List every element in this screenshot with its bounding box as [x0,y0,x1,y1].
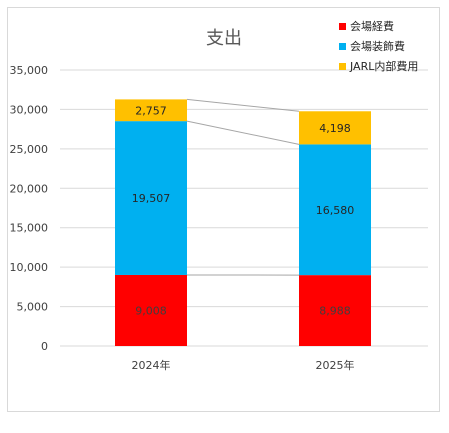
y-tick-label: 30,000 [10,103,49,116]
series-line [186,120,300,145]
data-labels: 9,008 19,507 2,757 8,988 16,580 4,198 [132,104,355,317]
bar-segment [115,274,187,346]
legend-swatch [339,23,346,30]
data-label: 2,757 [135,104,167,117]
y-tick-label: 0 [41,340,48,353]
data-label: 8,988 [319,305,351,318]
legend-label: JARL内部費用 [349,59,418,73]
legend-swatch [339,63,346,70]
data-label: 19,507 [132,192,171,205]
y-tick-label: 35,000 [10,64,49,77]
legend-label: 会場装飾費 [350,39,405,53]
data-label: 4,198 [319,122,351,135]
bar-segment [299,111,371,145]
bar-segment [115,99,187,122]
y-tick-label: 20,000 [10,182,49,195]
bar-segment [115,121,187,275]
bars [115,99,371,346]
x-category-label: 2024年 [132,358,171,372]
series-line [186,98,300,112]
bar-segment [299,144,371,276]
y-axis-ticks: 0 5,000 10,000 15,000 20,000 25,000 30,000 35,0… [10,64,49,353]
data-label: 16,580 [316,204,355,217]
y-tick-label: 5,000 [17,301,49,314]
x-category-label: 2025年 [316,358,355,372]
y-tick-label: 15,000 [10,222,49,235]
bar-segment [299,275,371,346]
chart-title: 支出 [206,28,242,49]
x-axis-categories: 2024年 2025年 [132,358,355,372]
data-label: 9,008 [135,304,167,317]
legend-label: 会場経費 [350,19,394,33]
legend-swatch [339,43,346,50]
y-tick-label: 10,000 [10,261,49,274]
y-tick-label: 25,000 [10,143,49,156]
series-lines [186,98,300,276]
